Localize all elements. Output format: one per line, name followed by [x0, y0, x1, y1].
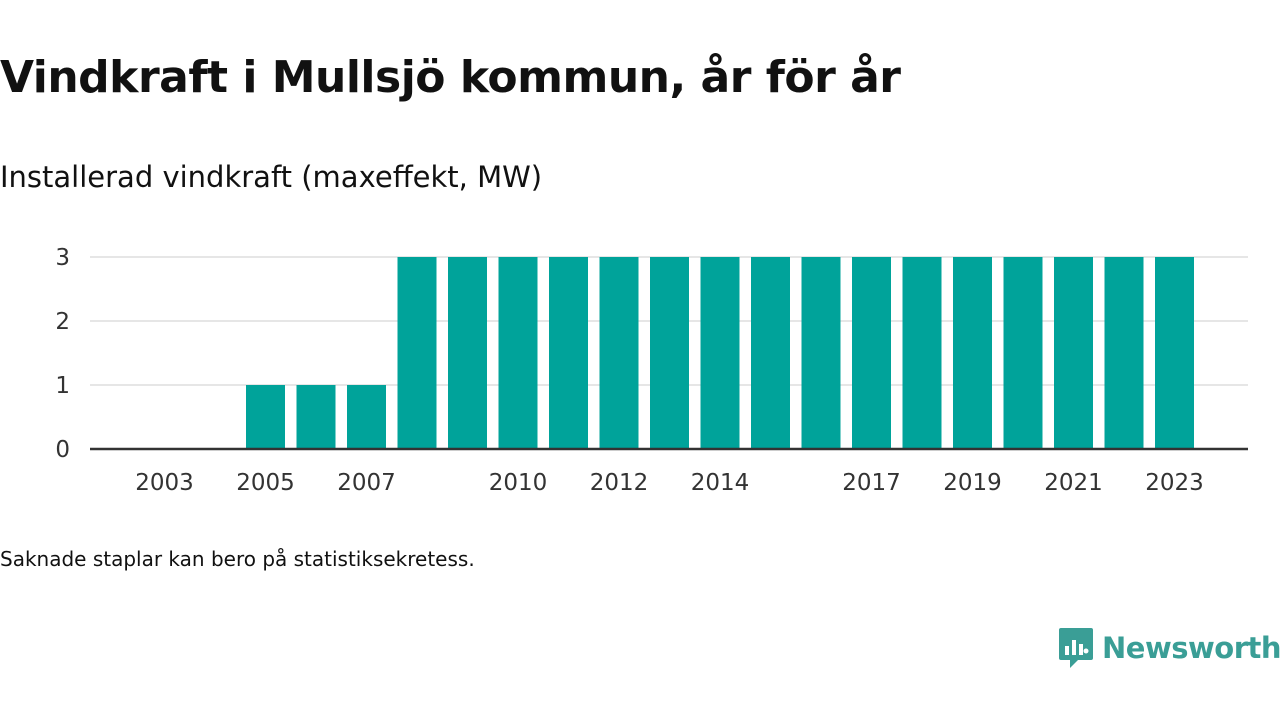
x-tick-label: 2017 [842, 470, 901, 496]
y-tick-label: 1 [55, 373, 70, 399]
chart-title: Vindkraft i Mullsjö kommun, år för år [0, 52, 901, 103]
bar [700, 257, 740, 449]
bar [347, 385, 386, 449]
x-tick-label: 2012 [590, 470, 649, 496]
x-tick-label: 2019 [943, 470, 1002, 496]
x-tick-label: 2014 [691, 470, 750, 496]
y-tick-label: 3 [55, 245, 70, 271]
bar [246, 385, 285, 449]
bar [751, 257, 790, 449]
x-tick-label: 2010 [489, 470, 548, 496]
bar [1155, 257, 1194, 449]
bar [902, 257, 942, 449]
bar [599, 257, 639, 449]
x-tick-label: 2005 [236, 470, 295, 496]
bar [1104, 257, 1144, 449]
brand-name: Newsworthy [1102, 631, 1280, 665]
x-tick-label: 2003 [135, 470, 194, 496]
x-tick-label: 2023 [1145, 470, 1204, 496]
bar [296, 385, 336, 449]
bar-chart: 0 1 2 3 2003 2005 2007 2010 2012 2014 2017 2019 202… [55, 245, 1248, 496]
bar [1054, 257, 1093, 449]
bar [852, 257, 891, 449]
brand-logo[interactable]: Newsworthy [1058, 626, 1280, 670]
bar [498, 257, 538, 449]
y-tick-label: 0 [55, 437, 70, 463]
chart-subtitle: Installerad vindkraft (maxeffekt, MW) [0, 160, 543, 194]
newsworthy-logo-icon [1059, 628, 1093, 668]
bar [1003, 257, 1043, 449]
bar [549, 257, 588, 449]
footnote: Saknade staplar kan bero på statistiksek… [0, 547, 475, 571]
x-axis: 2003 2005 2007 2010 2012 2014 2017 2019 2021 2023 [90, 447, 1248, 496]
bar [397, 257, 437, 449]
bar [801, 257, 841, 449]
y-axis: 0 1 2 3 [55, 245, 70, 463]
bar [650, 257, 689, 449]
y-tick-label: 2 [55, 309, 70, 335]
bars [246, 257, 1194, 449]
x-tick-label: 2007 [337, 470, 396, 496]
bar [953, 257, 992, 449]
x-tick-label: 2021 [1044, 470, 1103, 496]
bar [448, 257, 487, 449]
